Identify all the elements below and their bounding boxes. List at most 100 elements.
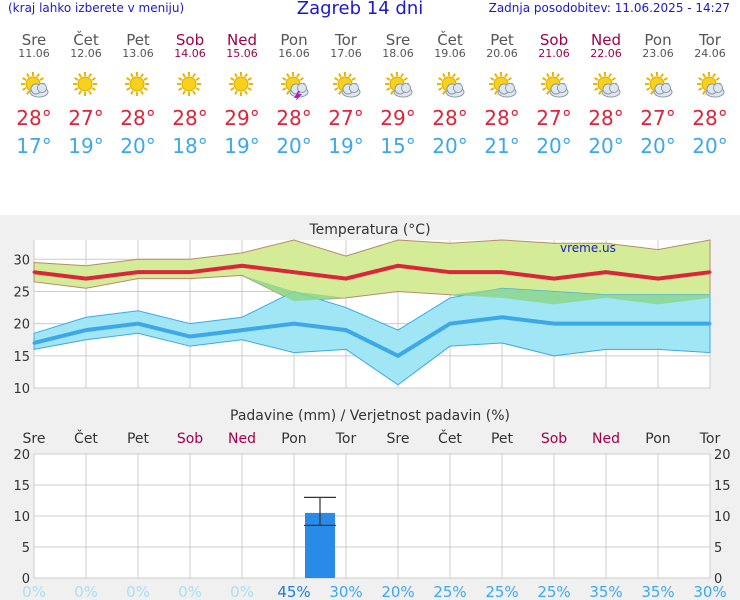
temp-max-point bbox=[292, 270, 296, 274]
temp-min: 19° bbox=[224, 134, 260, 158]
temp-min: 20° bbox=[276, 134, 312, 158]
day-date: 11.06 bbox=[18, 47, 50, 60]
precip-y-tick-label-right: 15 bbox=[714, 479, 731, 494]
temp-min: 20° bbox=[692, 134, 728, 158]
temp-min-point bbox=[552, 322, 556, 326]
watermark: vreme.us bbox=[560, 241, 616, 255]
precip-x-tick-label: Ned bbox=[592, 431, 620, 447]
temp-range-overlap bbox=[554, 291, 606, 305]
day-column: Pet 20.06 28° 21° bbox=[476, 32, 528, 158]
day-column: Tor 24.06 28° 20° bbox=[684, 32, 736, 158]
temp-min-point bbox=[84, 328, 88, 332]
temp-max-point bbox=[32, 270, 36, 274]
temp-range-overlap bbox=[606, 294, 658, 305]
precip-probability-label: 30% bbox=[693, 583, 726, 600]
temp-range-overlap bbox=[658, 294, 710, 305]
day-name: Sre bbox=[21, 31, 47, 49]
precip-x-tick-label: Pon bbox=[645, 431, 670, 447]
sun-cloud-icon bbox=[485, 70, 519, 100]
temp-max-point bbox=[604, 270, 608, 274]
precip-y-tick-label-right: 10 bbox=[714, 510, 731, 525]
temp-min-point bbox=[344, 328, 348, 332]
temp-max: 28° bbox=[120, 106, 156, 130]
day-name: Pon bbox=[644, 31, 672, 49]
day-date: 21.06 bbox=[538, 47, 570, 60]
day-name: Tor bbox=[699, 31, 721, 49]
temp-min: 19° bbox=[328, 134, 364, 158]
sun-cloud-storm-icon bbox=[277, 70, 311, 102]
temp-max: 27° bbox=[328, 106, 364, 130]
precip-probability-label: 45% bbox=[277, 583, 310, 600]
precip-x-tick-label: Čet bbox=[74, 429, 98, 447]
temp-max-point bbox=[708, 270, 712, 274]
temp-min: 20° bbox=[588, 134, 624, 158]
temp-range-overlap bbox=[450, 288, 502, 298]
temp-max-point bbox=[396, 264, 400, 268]
precip-probability-label: 30% bbox=[329, 583, 362, 600]
temp-max: 28° bbox=[172, 106, 208, 130]
precip-x-tick-label: Pet bbox=[127, 431, 150, 447]
temp-max: 27° bbox=[68, 106, 104, 130]
temp-max: 28° bbox=[588, 106, 624, 130]
day-column: Ned 22.06 28° 20° bbox=[580, 32, 632, 158]
temp-min: 20° bbox=[120, 134, 156, 158]
precip-y-tick-label-right: 20 bbox=[714, 448, 731, 463]
day-name: Ned bbox=[227, 31, 257, 49]
sun-icon bbox=[121, 70, 155, 100]
precip-probability-label: 25% bbox=[433, 583, 466, 600]
temp-min-point bbox=[292, 322, 296, 326]
temp-min-point bbox=[656, 322, 660, 326]
day-column: Čet 12.06 27° 19° bbox=[60, 32, 112, 158]
precip-probability-label: 0% bbox=[126, 583, 150, 600]
temp-min: 15° bbox=[380, 134, 416, 158]
day-date: 19.06 bbox=[434, 47, 466, 60]
temp-max-point bbox=[448, 270, 452, 274]
precip-probability-label: 20% bbox=[381, 583, 414, 600]
temp-y-tick-label: 20 bbox=[13, 318, 30, 333]
temp-max: 28° bbox=[692, 106, 728, 130]
temp-max: 28° bbox=[276, 106, 312, 130]
precip-chart-title: Padavine (mm) / Verjetnost padavin (%) bbox=[230, 408, 510, 424]
temp-min-line bbox=[33, 315, 710, 359]
day-column: Ned 15.06 29° 19° bbox=[216, 32, 268, 158]
temp-y-tick-label: 25 bbox=[13, 285, 30, 300]
temp-max: 27° bbox=[640, 106, 676, 130]
temp-min-point bbox=[136, 322, 140, 326]
day-name: Pon bbox=[280, 31, 308, 49]
day-name: Pet bbox=[490, 31, 514, 49]
temp-max-point bbox=[136, 270, 140, 274]
temp-max: 28° bbox=[432, 106, 468, 130]
sun-cloud-icon bbox=[381, 70, 415, 100]
temp-max-point bbox=[84, 277, 88, 281]
temp-max: 29° bbox=[380, 106, 416, 130]
last-update: Zadnja posodobitev: 11.06.2025 - 14:27 bbox=[488, 1, 730, 15]
day-column: Sre 18.06 29° 15° bbox=[372, 32, 424, 158]
temp-min-point bbox=[500, 315, 504, 319]
temp-min-point bbox=[32, 341, 36, 345]
temp-max-point bbox=[188, 270, 192, 274]
temp-min: 21° bbox=[484, 134, 520, 158]
temp-min-point bbox=[604, 322, 608, 326]
precip-probability-label: 0% bbox=[178, 583, 202, 600]
precip-x-tick-label: Sob bbox=[541, 431, 567, 447]
precip-x-tick-label: Sob bbox=[177, 431, 203, 447]
precip-y-tick-label: 0 bbox=[22, 572, 30, 587]
sun-icon bbox=[225, 70, 259, 100]
temp-min: 20° bbox=[536, 134, 572, 158]
temp-max-point bbox=[552, 277, 556, 281]
precip-x-tick-label: Tor bbox=[699, 431, 721, 447]
temp-min-range-band bbox=[33, 287, 711, 386]
temp-max: 29° bbox=[224, 106, 260, 130]
precip-probability-label: 25% bbox=[485, 583, 518, 600]
day-name: Ned bbox=[591, 31, 621, 49]
temp-max-point bbox=[240, 264, 244, 268]
forecast-days: Sre 11.06 28° 17° Čet 12.06 27° 19° Pet 13.06 28° 2… bbox=[8, 32, 736, 170]
day-column: Sob 21.06 27° 20° bbox=[528, 32, 580, 158]
day-name: Čet bbox=[73, 31, 99, 49]
temp-y-tick-label: 30 bbox=[13, 253, 30, 268]
day-date: 15.06 bbox=[226, 47, 258, 60]
precip-x-tick-label: Čet bbox=[438, 429, 462, 447]
day-date: 14.06 bbox=[174, 47, 206, 60]
temp-max: 28° bbox=[16, 106, 52, 130]
